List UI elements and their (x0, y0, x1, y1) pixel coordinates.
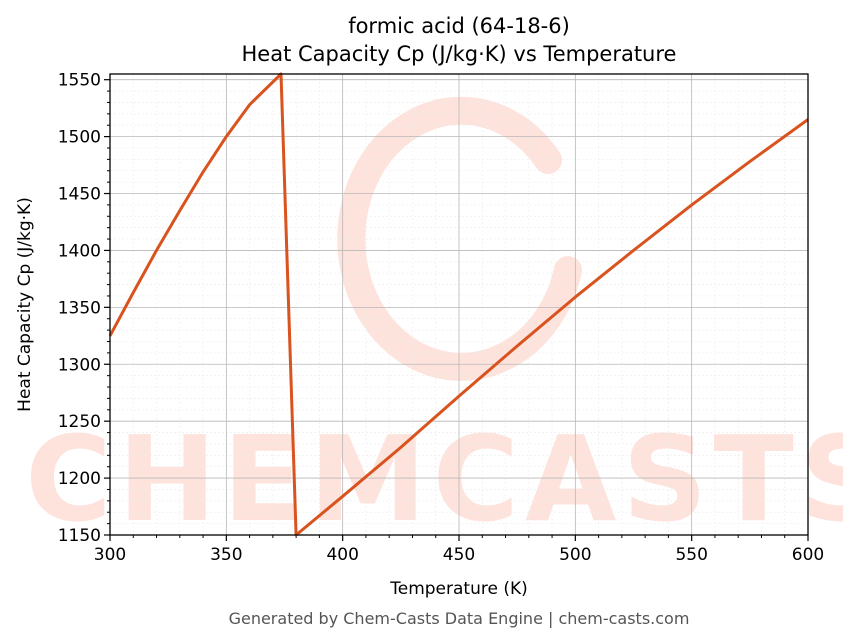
x-tick-label: 450 (443, 545, 475, 565)
y-tick-label: 1150 (58, 526, 101, 546)
y-tick-label: 1400 (58, 241, 101, 261)
x-tick-label: 600 (792, 545, 824, 565)
watermark: CHEMCASTS (25, 96, 843, 548)
series-line (108, 72, 809, 537)
footer-credit: Generated by Chem-Casts Data Engine | ch… (229, 609, 690, 628)
y-tick-label: 1450 (58, 185, 101, 205)
x-tick-label: 550 (675, 545, 707, 565)
x-tick-label: 350 (210, 545, 242, 565)
x-tick-label: 300 (94, 545, 126, 565)
y-tick-label: 1550 (58, 71, 101, 91)
ticks: 300 350 400 450 500 550 600 1150 1200 1250 1300 135… (58, 71, 824, 565)
grid (109, 74, 809, 536)
y-tick-label: 1300 (58, 355, 101, 375)
watermark-text: CHEMCASTS (25, 410, 843, 548)
x-tick-label: 500 (559, 545, 591, 565)
chart-subtitle: Heat Capacity Cp (J/kg·K) vs Temperature (242, 42, 677, 66)
chart-title: formic acid (64-18-6) (348, 14, 570, 38)
y-axis-label: Heat Capacity Cp (J/kg·K) (15, 197, 35, 412)
y-tick-label: 1250 (58, 412, 101, 432)
plot-frame (109, 73, 809, 536)
y-tick-label: 1500 (58, 128, 101, 148)
x-axis-label: Temperature (K) (389, 579, 528, 599)
y-tick-label: 1200 (58, 469, 101, 489)
series-group (108, 72, 809, 537)
x-tick-label: 400 (326, 545, 358, 565)
y-tick-label: 1350 (58, 298, 101, 318)
